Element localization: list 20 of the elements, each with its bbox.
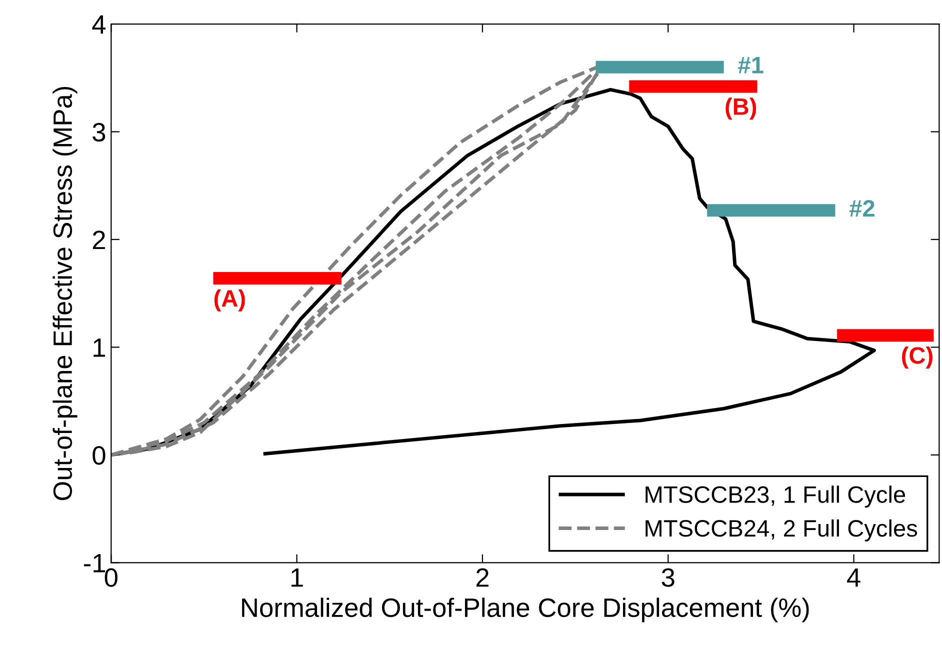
legend-label: MTSCCB23, 1 Full Cycle [646,486,906,508]
y-tick-label: -1 [84,554,106,572]
x-tick-label: 4 [847,568,860,587]
x-tick-label: 1 [291,568,303,587]
y-tick-label: 1 [94,338,106,357]
x-tick-label: 0 [104,568,118,587]
y-axis-title: Out-of-plane Effective Stress (MPa) [52,86,78,500]
x-tick-label: 3 [662,568,674,587]
x-axis-title: Normalized Out-of-Plane Core Displacement (%) [242,598,809,622]
annotation: (A) [214,289,245,312]
legend-label: MTSCCB24, 2 Full Cycles [646,519,918,542]
annotation: #1 [738,56,764,74]
x-tick-label: 2 [476,568,488,587]
annotation: #2 [850,200,874,216]
annotation: (B) [726,98,756,120]
y-tick-label: 4 [92,15,106,34]
y-tick-label: 3 [92,122,106,142]
y-tick-label: 2 [92,230,105,250]
y-tick-label: 0 [92,446,106,465]
annotation: (C) [902,346,932,368]
